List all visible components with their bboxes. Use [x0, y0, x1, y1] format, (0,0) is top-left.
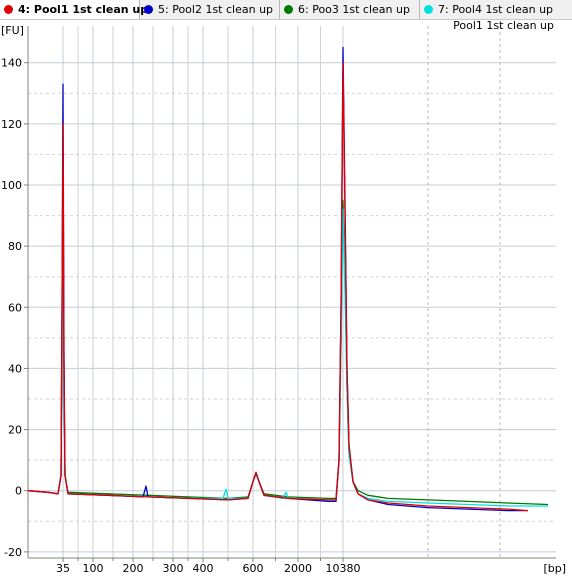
- tab-sample-7[interactable]: 7: Pool4 1st clean up: [420, 0, 560, 19]
- x-tick-label: 2000: [284, 562, 312, 575]
- y-tick-label: 80: [8, 240, 22, 253]
- cyan-dot-icon: [424, 5, 433, 14]
- tab-label: 7: Pool4 1st clean up: [438, 3, 554, 16]
- green-dot-icon: [284, 5, 293, 14]
- y-tick-label: 120: [1, 118, 22, 131]
- y-tick-label: -20: [4, 546, 22, 559]
- series-line-4: [27, 62, 529, 512]
- y-tick-label: 140: [1, 57, 22, 70]
- x-axis-ticks: 35 100 200 300 400 600 2000 10380: [56, 558, 361, 575]
- x-axis-label: [bp]: [543, 562, 566, 575]
- tab-sample-5[interactable]: 5: Pool2 1st clean up: [140, 0, 280, 19]
- tab-label: 5: Pool2 1st clean up: [158, 3, 274, 16]
- electropherogram-chart: -20 0 20 40 60 80 100 120 140 35 100 200 300 400 600 2…: [1, 20, 566, 575]
- x-tick-label: 100: [83, 562, 104, 575]
- x-tick-label: 200: [123, 562, 144, 575]
- tab-label: 4: Pool1 1st clean up: [18, 3, 149, 16]
- x-tick-label: 600: [243, 562, 264, 575]
- y-tick-label: 20: [8, 424, 22, 437]
- grid: [28, 26, 556, 558]
- y-tick-label: 0: [15, 485, 22, 498]
- y-axis-ticks: -20 0 20 40 60 80 100 120 140: [1, 57, 28, 559]
- series-line-5: [27, 46, 528, 512]
- y-tick-label: 60: [8, 301, 22, 314]
- tab-sample-4[interactable]: 4: Pool1 1st clean up: [0, 0, 148, 19]
- y-axis-label: [FU]: [1, 24, 24, 37]
- y-tick-label: 40: [8, 362, 22, 375]
- x-tick-label: 400: [193, 562, 214, 575]
- x-tick-label: 10380: [326, 562, 361, 575]
- y-tick-label: 100: [1, 179, 22, 192]
- x-tick-label: 300: [163, 562, 184, 575]
- blue-dot-icon: [144, 5, 153, 14]
- red-dot-icon: [4, 5, 13, 14]
- series-line-7: [27, 208, 548, 507]
- sample-tab-bar: 4: Pool1 1st clean up 5: Pool2 1st clean…: [0, 0, 572, 20]
- tab-label: 6: Poo3 1st clean up: [298, 3, 410, 16]
- tab-sample-6[interactable]: 6: Poo3 1st clean up: [280, 0, 420, 19]
- x-tick-label: 35: [56, 562, 70, 575]
- series-line-6: [27, 184, 549, 506]
- chart-title: Pool1 1st clean up: [453, 20, 554, 32]
- series-group: [27, 46, 549, 512]
